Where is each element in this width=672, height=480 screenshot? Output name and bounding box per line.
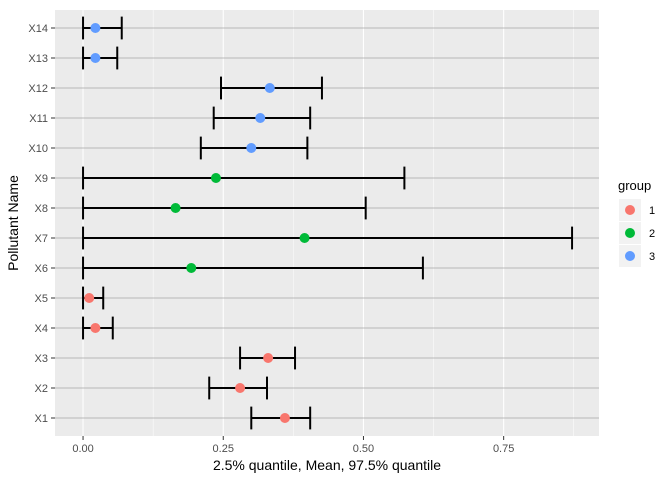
y-tick-label-X4: X4 <box>35 323 48 335</box>
mean-point-X6 <box>186 263 197 273</box>
y-tick-label-X10: X10 <box>28 143 48 155</box>
x-tick-label: 0.25 <box>213 443 234 455</box>
y-tick-label-X7: X7 <box>35 233 48 245</box>
legend-key-point <box>625 228 635 238</box>
mean-point-X5 <box>84 293 95 303</box>
y-axis-title: Pollutant Name <box>5 175 21 271</box>
panel-background <box>55 10 599 436</box>
mean-points <box>84 23 310 423</box>
errorbar-X6 <box>82 256 424 280</box>
legend-item-2: 2 <box>619 222 655 244</box>
x-tick-label: 0.75 <box>493 443 514 455</box>
mean-point-X4 <box>90 323 101 333</box>
errorbar-X7 <box>82 226 574 250</box>
y-tick-label-X3: X3 <box>35 353 48 365</box>
y-tick-label-X12: X12 <box>28 83 48 95</box>
mean-point-X10 <box>246 143 257 153</box>
legend-key-point <box>625 251 635 261</box>
mean-point-X9 <box>210 173 221 183</box>
mean-point-X13 <box>90 53 101 63</box>
y-tick-label-X13: X13 <box>28 53 48 65</box>
y-tick-label-X5: X5 <box>35 293 48 305</box>
mean-point-X14 <box>90 23 101 33</box>
legend-key-point <box>625 205 635 215</box>
mean-point-X12 <box>264 83 275 93</box>
legend: group 1 2 3 <box>618 178 655 267</box>
legend-label: 2 <box>649 228 655 240</box>
errorbar-X8 <box>82 196 367 220</box>
y-tick-label-X14: X14 <box>28 23 48 35</box>
legend-item-1: 1 <box>619 199 655 221</box>
mean-point-X8 <box>170 203 181 213</box>
errorbar-X9 <box>82 166 406 190</box>
mean-point-X2 <box>235 383 246 393</box>
mean-point-X7 <box>299 233 310 243</box>
legend-title: group <box>618 178 651 193</box>
mean-point-X1 <box>279 413 290 423</box>
y-tick-label-X2: X2 <box>35 383 48 395</box>
legend-label: 1 <box>649 205 655 217</box>
mean-point-X11 <box>255 113 266 123</box>
legend-label: 3 <box>649 251 655 263</box>
y-axis: X1 X2 X3 X4 X5 X6 X7 X8 X9 X10 X11 X12 X13 X14 <box>28 23 55 425</box>
legend-item-3: 3 <box>619 245 655 267</box>
y-tick-label-X1: X1 <box>35 413 48 425</box>
x-axis-title: 2.5% quantile, Mean, 97.5% quantile <box>213 457 441 473</box>
errorbar-X14 <box>82 16 123 40</box>
x-tick-label: 0.50 <box>353 443 374 455</box>
y-tick-label-X11: X11 <box>29 113 48 125</box>
x-tick-label: 0.00 <box>72 443 93 455</box>
mean-point-X3 <box>263 353 274 363</box>
y-tick-label-X6: X6 <box>35 263 48 275</box>
y-tick-label-X8: X8 <box>35 203 48 215</box>
errorbars <box>82 16 574 430</box>
x-axis: 0.00 0.25 0.50 0.75 <box>72 436 514 455</box>
y-tick-label-X9: X9 <box>35 173 48 185</box>
